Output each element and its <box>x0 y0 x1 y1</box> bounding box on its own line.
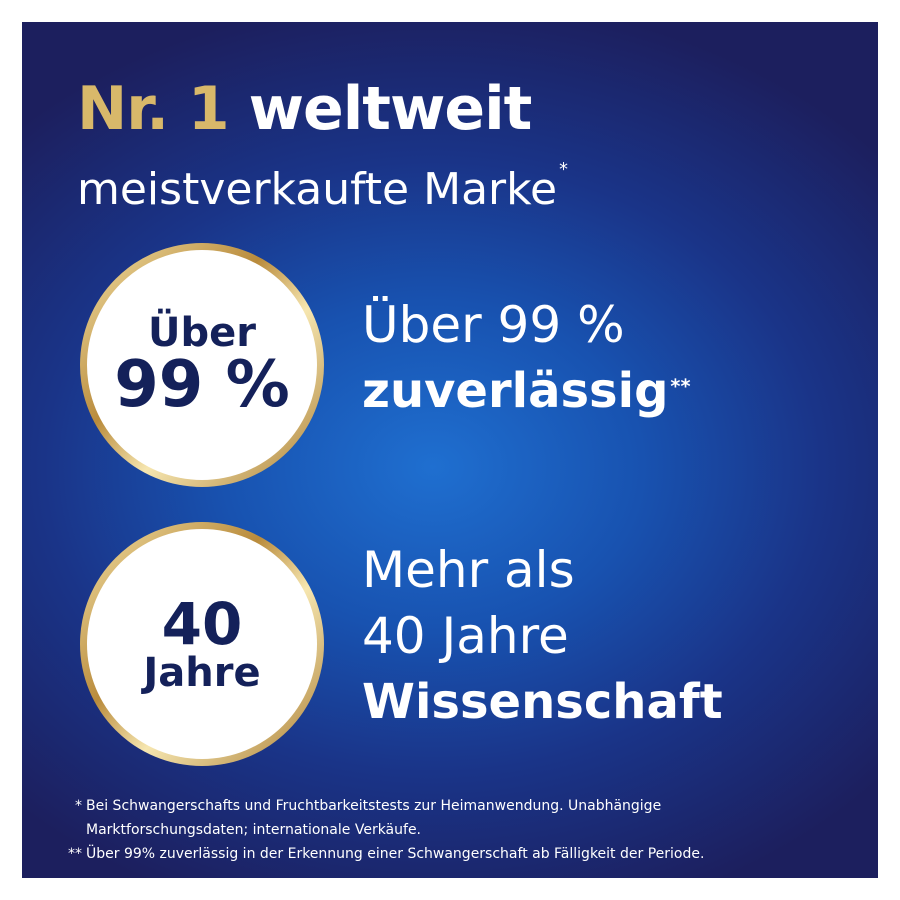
banner: Nr. 1 weltweit meistverkaufte Marke * Übe… <box>22 22 878 878</box>
badge-line: Jahre <box>143 650 261 696</box>
footnotes: * Bei Schwangerschafts und Fruchtbarkeits… <box>64 794 704 866</box>
footnote-text: Über 99% zuverlässig in der Erkennung ei… <box>86 846 705 862</box>
footnote-mark: ** <box>68 846 82 862</box>
footnote-line: ** Über 99% zuverlässig in der Erkennung … <box>64 842 704 866</box>
badge-line: 99 % <box>114 348 290 422</box>
badge-text-line: Über 99 % <box>362 296 625 354</box>
subtitle-text: meistverkaufte Marke <box>77 164 558 215</box>
badge-text-bold: zuverlässig ** <box>362 358 691 424</box>
footnote-mark: * <box>75 798 82 814</box>
title-highlight: Nr. 1 <box>77 74 230 144</box>
footnote-line: Marktforschungsdaten; internationale Ver… <box>64 818 704 842</box>
footnote-mark <box>64 818 82 842</box>
badge-line: Über <box>148 310 256 356</box>
badge-text: Über 99 % zuverlässig ** <box>362 292 691 424</box>
footnote-text: Bei Schwangerschafts und Fruchtbarkeitst… <box>86 798 662 814</box>
badge-text: Mehr als 40 Jahre Wissenschaft <box>362 537 723 735</box>
badge-circle: 40 Jahre <box>80 522 324 766</box>
subtitle: meistverkaufte Marke * <box>77 160 568 215</box>
badge-bold-word: Wissenschaft <box>362 674 723 730</box>
footnote-mark: ** <box>670 375 691 399</box>
badge-bold-word: zuverlässig <box>362 363 669 419</box>
badge-text-line: 40 Jahre <box>362 607 569 665</box>
title: Nr. 1 weltweit <box>77 74 533 144</box>
badge-inner: Über 99 % <box>87 250 317 480</box>
badge-line: 40 <box>161 590 243 658</box>
badge-text-line: Mehr als <box>362 541 575 599</box>
footnote-text: Marktforschungsdaten; internationale Ver… <box>86 822 422 838</box>
badge-circle: Über 99 % <box>80 243 324 487</box>
badge-text-bold: Wissenschaft <box>362 669 723 735</box>
title-text: weltweit <box>248 74 533 144</box>
badge-inner: 40 Jahre <box>87 529 317 759</box>
footnote-mark: * <box>559 160 568 181</box>
footnote-line: * Bei Schwangerschafts und Fruchtbarkeits… <box>64 794 704 818</box>
